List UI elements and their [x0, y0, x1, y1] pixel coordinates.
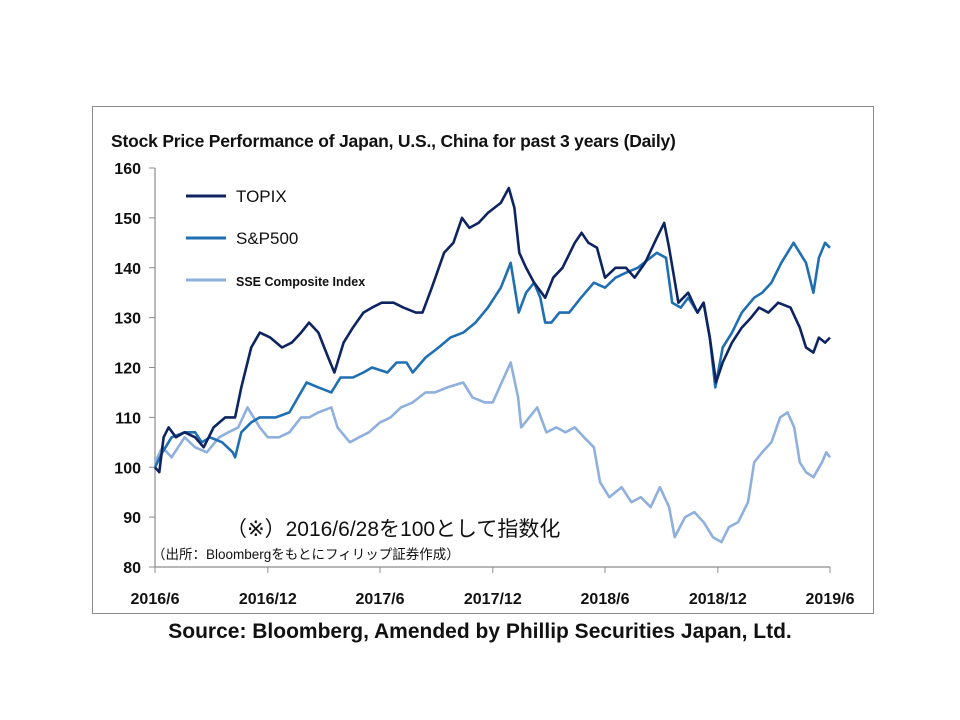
y-tick-label: 110: [115, 410, 141, 427]
base-note: （※）2016/6/28を100として指数化: [226, 518, 561, 541]
y-tick-label: 160: [114, 161, 141, 178]
legend-label: TOPIX: [236, 187, 287, 206]
y-tick-label: 120: [114, 361, 141, 378]
legend-label: SSE Composite Index: [236, 275, 365, 289]
chart-title: Stock Price Performance of Japan, U.S., …: [111, 131, 676, 151]
x-tick-label: 2018/6: [581, 591, 630, 608]
y-tick-label: 140: [114, 261, 141, 278]
x-tick-label: 2019/6: [806, 591, 855, 608]
y-tick-label: 150: [114, 211, 141, 228]
source-note: （出所：Bloombergをもとにフィリップ証券作成）: [152, 547, 460, 562]
series-lines: [153, 186, 832, 544]
x-tick-label: 2016/12: [239, 591, 297, 608]
axes: 160 150 140 130 120 110 100 90 80 2016/6 2016/12 20…: [114, 161, 854, 608]
x-tick-label: 2018/12: [689, 591, 747, 608]
legend: TOPIX S&P500 SSE Composite Index: [186, 187, 365, 289]
x-tick-label: 2017/6: [356, 591, 405, 608]
y-tick-label: 130: [114, 311, 141, 328]
series-line-topix: [154, 186, 831, 474]
y-tick-label: 80: [123, 560, 141, 577]
x-tick-label: 2016/6: [131, 591, 180, 608]
x-tick-label: 2017/12: [464, 591, 522, 608]
chart-frame: [92, 106, 874, 614]
legend-label: S&P500: [236, 229, 298, 248]
series-line-s-p500: [153, 241, 831, 468]
series-line-sse-composite-index: [153, 361, 832, 544]
y-tick-label: 100: [114, 460, 141, 477]
y-tick-label: 90: [123, 510, 141, 527]
source-caption: Source: Bloomberg, Amended by Phillip Se…: [168, 620, 792, 643]
